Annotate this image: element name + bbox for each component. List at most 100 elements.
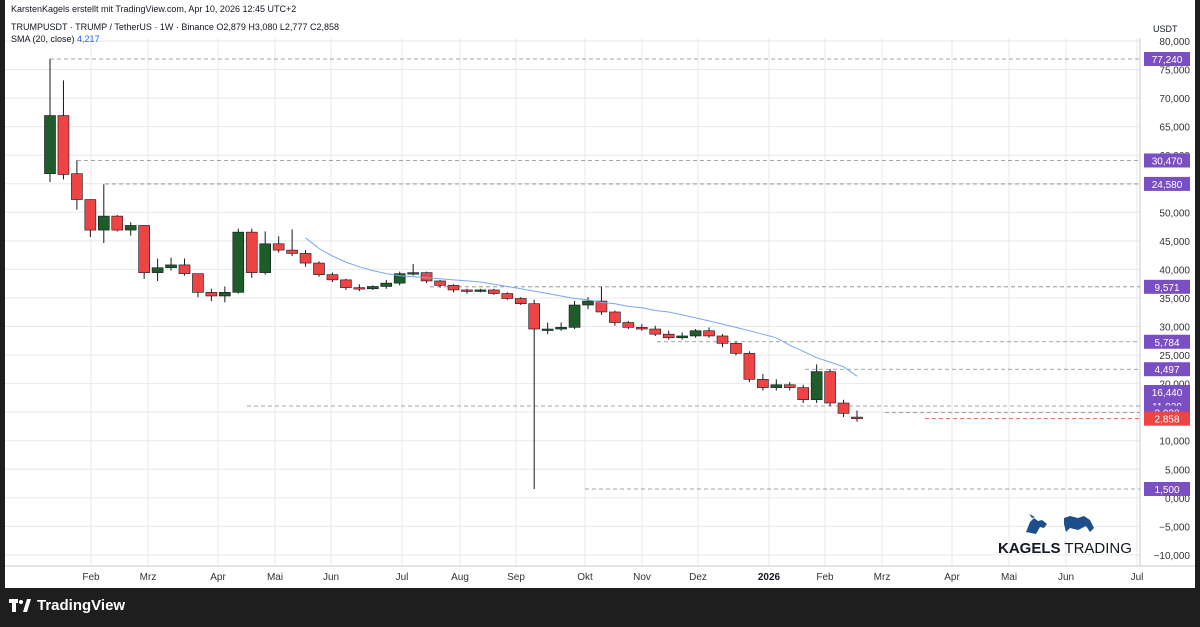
price-label-bg [1144,411,1190,426]
symbol-line: TRUMPUSDT · TRUMP / TetherUS · 1W · Bina… [11,22,339,32]
y-tick-label: 30,000 [1159,323,1190,334]
candle-body [71,173,83,200]
y-tick-label: 50,000 [1159,208,1190,219]
x-axis-labels: Feb Mrz Apr Mai Jun Jul Aug Sep Okt Nov Dez 2026 Feb… [82,572,1143,583]
candle [192,273,204,298]
price-label-bg [1144,334,1190,349]
candle [609,310,621,326]
x-tick-label: Jun [1058,572,1074,583]
price-label-bg [1144,362,1190,377]
x-tick-label: Jun [323,572,339,583]
x-tick-label: Apr [944,572,960,583]
candle-body [366,286,379,290]
candle-body [124,225,137,231]
y-tick-label: −10,000 [1154,551,1191,562]
x-tick-label: Okt [577,572,593,583]
candle [797,384,810,403]
y-tick-label: 75,000 [1159,66,1190,77]
candle [313,261,325,277]
candle [622,320,635,330]
candle-body [662,333,675,339]
candle-body [111,215,124,231]
candle-body [770,384,783,388]
candle [57,80,70,180]
candle [340,278,352,290]
candle-body [837,402,850,414]
candle-body [98,215,110,231]
attribution-text: KarstenKagels erstellt mit TradingView.c… [11,4,297,14]
candle [84,199,97,238]
level-lines [50,58,1140,490]
y-tick-label: 65,000 [1159,123,1190,134]
candle [837,399,850,418]
candle-body [582,300,594,306]
candle [595,286,608,315]
candle-body [635,327,648,330]
candle [635,324,648,331]
price-label-bg [1144,279,1190,294]
x-tick-label: Aug [451,572,469,583]
candle-body [299,253,312,264]
candle [44,59,56,183]
price-label: 2,858 [1154,415,1179,426]
price-label-bg [1144,385,1190,399]
x-tick-label: 2026 [758,572,781,583]
price-label: 30,470 [1152,156,1183,167]
candle-body [219,292,231,297]
candle-body [178,264,191,274]
tradingview-logo[interactable]: TradingView [9,597,125,614]
candle [434,279,446,288]
candle [380,279,393,289]
candle-body [541,328,554,331]
brand-bold: KAGELS [998,540,1061,557]
candle-body [192,273,204,293]
candle-body [313,262,325,275]
candle [326,272,339,283]
candle [501,292,514,300]
candle [259,231,271,275]
candle-body [272,243,285,251]
x-tick-label: Mrz [140,572,157,583]
candlestick-chart[interactable]: 80,00075,00070,00065,00060,00055,00050,0… [5,0,1195,588]
x-tick-label: Jul [396,572,409,583]
grid-lines [5,38,1195,567]
candle-body [447,285,460,291]
chart-frame: 80,00075,00070,00065,00060,00055,00050,0… [5,0,1195,588]
candle [582,297,594,310]
candle [514,297,527,306]
candle [111,214,124,232]
candle [393,271,406,286]
candle-body [595,300,608,313]
y-tick-label: 80,000 [1159,37,1190,48]
sma-line [305,237,858,377]
candle [138,225,150,279]
candle-body [286,249,298,254]
y-tick-label: −5,000 [1159,522,1190,533]
candle [662,330,675,340]
candle-body [232,231,245,293]
candle [205,288,218,302]
candle [716,334,729,348]
candle [783,381,796,391]
price-labels: 77,24030,47024,58016,44011,9209,5715,784… [1144,52,1190,496]
candle [824,369,836,407]
candle [851,410,863,422]
candle-body [151,267,164,273]
price-label: 24,580 [1152,180,1183,191]
candle-body [743,353,756,380]
candle [272,236,285,253]
candle-body [474,289,487,292]
candle-body [488,289,500,294]
candle [232,228,245,294]
candle-body [568,304,581,328]
candle-body [165,264,177,269]
sma-legend: SMA (20, close) 4,217 [11,34,100,44]
candle-body [609,311,621,323]
candle [649,325,662,336]
x-tick-label: Sep [507,572,525,583]
price-label: 9,571 [1154,283,1179,294]
currency-unit: USDT [1153,24,1178,34]
candle [676,332,688,340]
candle-body [205,292,218,297]
sma-value: 4,217 [77,34,100,44]
